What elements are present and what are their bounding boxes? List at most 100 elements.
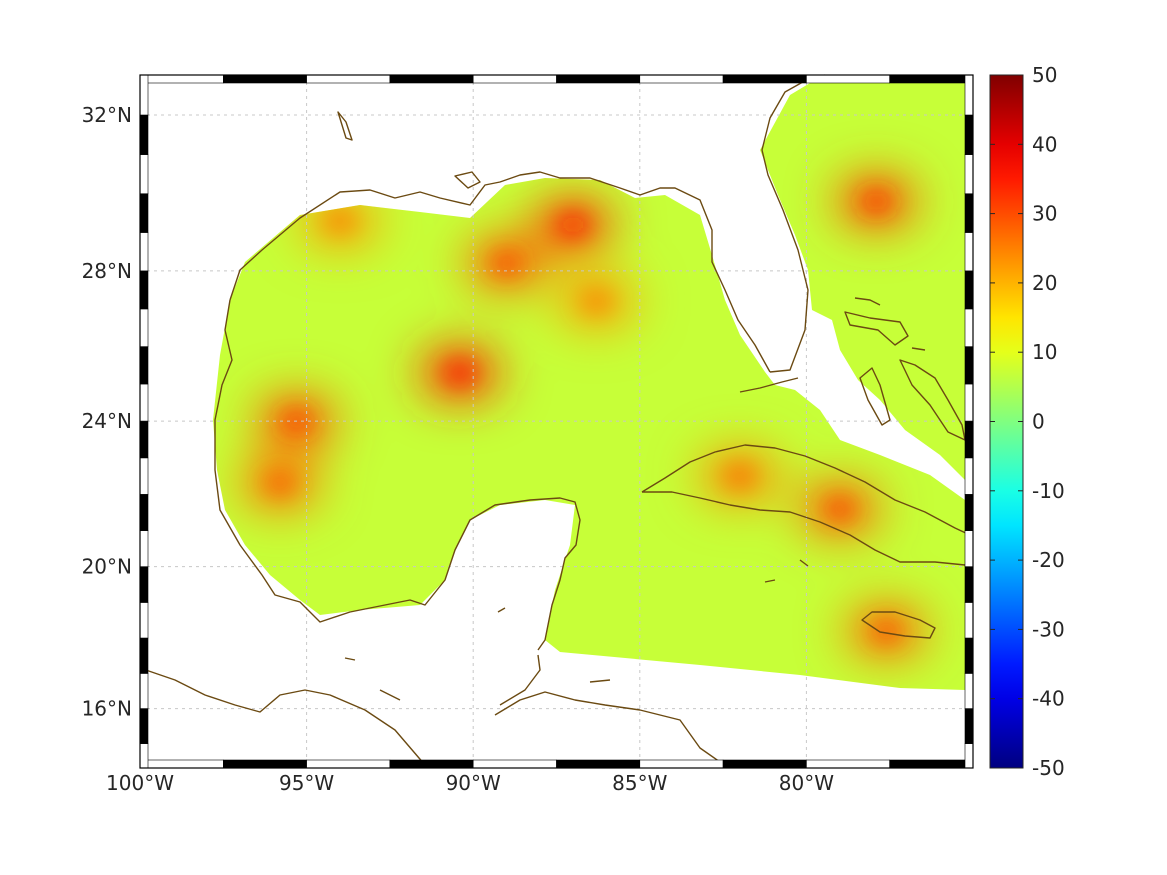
frame-band-left bbox=[139, 566, 149, 603]
coastline-islands bbox=[337, 111, 809, 701]
frame-band-left bbox=[139, 154, 149, 195]
frame-band-bottom bbox=[722, 759, 807, 769]
frame-band-top bbox=[389, 74, 474, 84]
grid-lines bbox=[140, 75, 973, 768]
frame-band-top bbox=[223, 74, 307, 84]
coastline-florida-atlantic bbox=[761, 74, 826, 373]
hotspot-core-texas-coast bbox=[323, 209, 356, 232]
x-tick-label: 100°W bbox=[106, 771, 174, 795]
frame-band-right bbox=[964, 74, 974, 116]
frame-band-left bbox=[139, 457, 149, 495]
coastline-central-america bbox=[139, 654, 721, 766]
frame-band-right bbox=[964, 530, 974, 567]
colorbar-tick-label: -50 bbox=[1032, 756, 1065, 780]
frame-band-bottom bbox=[389, 759, 474, 769]
frame-band-top bbox=[722, 74, 807, 84]
frame-band-bottom bbox=[639, 759, 724, 769]
y-tick-label: 20°N bbox=[82, 555, 132, 579]
frame-band-right bbox=[964, 637, 974, 674]
frame-band-left bbox=[139, 673, 149, 709]
colorbar-tick-label: -40 bbox=[1032, 687, 1065, 711]
frame-band-right bbox=[964, 346, 974, 385]
frame-band-right bbox=[964, 420, 974, 459]
colorbar bbox=[989, 74, 1024, 769]
frame-band-bottom bbox=[139, 759, 224, 769]
frame-band-top bbox=[472, 74, 557, 84]
frame-band-bottom bbox=[472, 759, 557, 769]
frame-band-left bbox=[139, 530, 149, 567]
map-frame bbox=[139, 74, 974, 769]
colorbar-tick-label: -20 bbox=[1032, 548, 1065, 572]
frame-band-left bbox=[139, 637, 149, 674]
frame-band-right bbox=[964, 383, 974, 422]
frame-band-left bbox=[139, 114, 149, 155]
coastline-bahamas bbox=[844, 297, 966, 441]
frame-band-left bbox=[139, 420, 149, 459]
x-tick-label: 90°W bbox=[446, 771, 501, 795]
hotspot-core-atlantic-offshore-max bbox=[860, 190, 893, 213]
frame-band-right bbox=[964, 270, 974, 310]
hotspot-core-cuba-central bbox=[723, 465, 756, 488]
frame-band-bottom bbox=[223, 759, 307, 769]
frame-band-right bbox=[964, 743, 974, 769]
frame-band-left bbox=[139, 602, 149, 639]
coastline-cuba bbox=[641, 444, 971, 566]
coastline-mexico-gulf bbox=[214, 299, 581, 651]
colorbar-tick-label: -10 bbox=[1032, 479, 1065, 503]
frame-band-top bbox=[889, 74, 974, 84]
x-tick-labels: 100°W 95°W 90°W 85°W 80°W bbox=[106, 771, 834, 795]
colorbar-tick-label: 30 bbox=[1032, 202, 1057, 226]
hotspot-core-bay-of-campeche-west bbox=[263, 472, 296, 495]
frame-band-right bbox=[964, 308, 974, 347]
coastline-florida-keys bbox=[739, 377, 799, 393]
frame-band-right bbox=[964, 114, 974, 155]
frame-band-bottom bbox=[889, 759, 974, 769]
frame-band-top bbox=[556, 74, 641, 84]
frame-band-right bbox=[964, 708, 974, 744]
colorbar-tick-label: 20 bbox=[1032, 271, 1057, 295]
frame-band-top bbox=[306, 74, 391, 84]
frame-band-right bbox=[964, 154, 974, 195]
x-tick-label: 85°W bbox=[612, 771, 667, 795]
frame-band-bottom bbox=[806, 759, 891, 769]
y-tick-labels: 16°N 20°N 24°N 28°N 32°N bbox=[82, 103, 132, 721]
frame-band-right bbox=[964, 602, 974, 639]
hotspot-core-north-florida-shelf bbox=[580, 290, 613, 313]
frame-outline bbox=[139, 74, 974, 769]
colorbar-tick-label: 40 bbox=[1032, 132, 1057, 156]
colorbar-ticks: 50 40 30 20 10 0 -10 -20 -30 -40 -50 bbox=[990, 63, 1065, 780]
hotspot-core-louisiana-shelf bbox=[490, 252, 523, 275]
frame-band-right bbox=[964, 673, 974, 709]
frame-band-top bbox=[139, 74, 224, 84]
x-tick-label: 95°W bbox=[279, 771, 334, 795]
frame-band-left bbox=[139, 308, 149, 347]
frame-band-left bbox=[139, 743, 149, 769]
frame-band-right bbox=[964, 193, 974, 233]
frame-band-left bbox=[139, 383, 149, 422]
coastlines bbox=[139, 74, 971, 766]
coastline-jamaica bbox=[861, 611, 936, 639]
frame-band-right bbox=[964, 457, 974, 495]
frame-band-right bbox=[964, 232, 974, 272]
y-tick-label: 16°N bbox=[82, 697, 132, 721]
x-tick-label: 80°W bbox=[779, 771, 834, 795]
frame-band-left bbox=[139, 494, 149, 531]
colorbar-tick-label: -30 bbox=[1032, 617, 1065, 641]
frame-band-left bbox=[139, 74, 149, 116]
frame-band-top bbox=[806, 74, 891, 84]
frame-band-bottom bbox=[306, 759, 391, 769]
frame-band-left bbox=[139, 346, 149, 385]
y-tick-label: 32°N bbox=[82, 103, 132, 127]
frame-band-right bbox=[964, 566, 974, 603]
frame-band-left bbox=[139, 193, 149, 233]
coastline-gulf-north bbox=[229, 171, 771, 373]
hotspot-core-jamaica bbox=[870, 619, 903, 642]
colorbar-tick-label: 10 bbox=[1032, 340, 1057, 364]
colorbar-tick-label: 50 bbox=[1032, 63, 1057, 87]
frame-band-top bbox=[639, 74, 724, 84]
hotspot-core-cuba-east bbox=[823, 497, 856, 520]
frame-band-left bbox=[139, 708, 149, 744]
frame-band-right bbox=[964, 494, 974, 531]
hotspot-core-central-gulf-max bbox=[443, 361, 476, 384]
